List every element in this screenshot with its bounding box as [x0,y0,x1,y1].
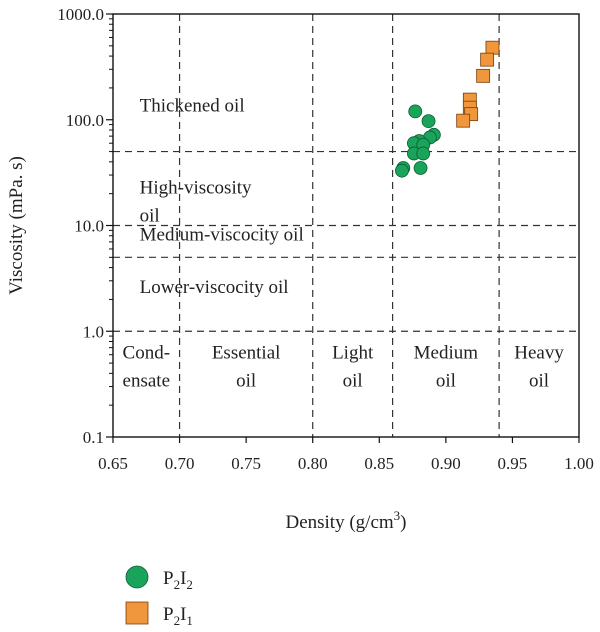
region-label: Heavy [514,343,564,364]
y-tick-label: 0.1 [83,428,104,447]
p2i2-point [395,163,409,178]
region-label: Light [332,343,374,364]
p2i2-point [416,146,431,161]
region-label: Essential [212,343,281,364]
x-tick-label: 0.65 [98,454,128,473]
y-axis-title: Viscosity (mPa. s) [6,156,27,295]
data-points [395,40,500,178]
region-label: ensate [123,371,170,392]
y-tick-label: 100.0 [66,111,104,130]
x-tick-label: 1.00 [564,454,594,473]
guide-lines [113,14,579,437]
legend-square-marker [125,601,149,625]
region-label: oil [236,371,256,392]
y-axis-ticks: 0.1 1.0 10.0 100.0 1000.0 [57,5,113,447]
x-axis-title: Density (g/cm3) [285,508,406,533]
x-tick-label: 0.70 [165,454,195,473]
legend: P2I2 P2I1 [125,565,193,628]
p2i1-point [476,68,491,83]
region-label: Thickened oil [140,95,245,116]
x-axis-ticks: 0.65 0.70 0.75 0.80 0.85 0.90 0.95 1.00 [98,437,594,473]
y-tick-label: 1.0 [83,322,104,341]
x-axis-title-superscript: 3 [394,508,401,523]
p2i2-point [408,104,423,119]
x-tick-label: 0.90 [431,454,461,473]
p2i1-point [485,40,500,55]
x-tick-label: 0.80 [298,454,328,473]
p2i2-point [413,161,428,175]
region-label: High-viscosity [140,178,252,199]
x-tick-label: 0.85 [364,454,394,473]
region-label: Cond- [123,343,171,364]
region-labels: Thickened oilHigh-viscosityoilMedium-vis… [123,95,565,391]
p2i1-point [456,113,471,128]
region-label: oil [140,206,160,227]
legend-label: P2I1 [163,604,193,628]
p2i2-point [421,114,436,129]
p2i1-point [480,52,495,67]
region-label: oil [343,371,363,392]
region-label: Medium [414,343,479,364]
region-label: Lower-viscocity oil [140,277,289,298]
legend-label: P2I2 [163,568,193,592]
x-tick-label: 0.75 [231,454,261,473]
legend-circle-marker [125,565,149,589]
region-label: oil [436,371,456,392]
y-tick-label: 10.0 [74,217,104,236]
y-tick-label: 1000.0 [57,5,104,24]
x-tick-label: 0.95 [498,454,528,473]
region-label: oil [529,371,549,392]
region-label: Medium-viscocity oil [140,225,304,246]
